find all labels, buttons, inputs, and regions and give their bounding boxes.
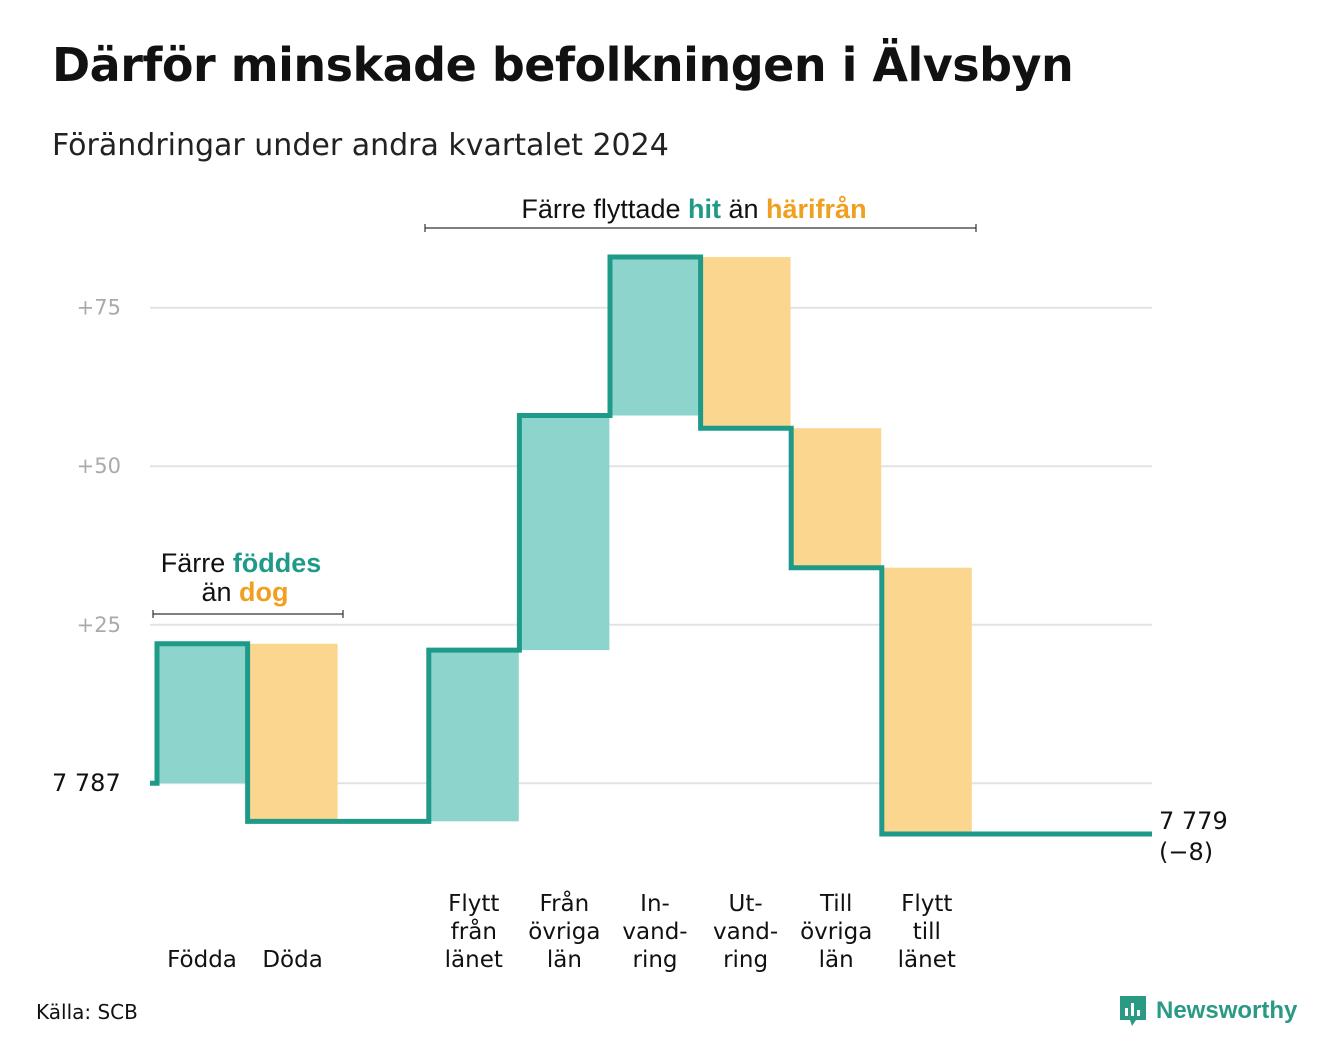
start-value-label: 7 787 [52, 769, 121, 797]
annotation-migration: Färre flyttade hit än härifrån [424, 194, 977, 232]
category-label: vand- [713, 919, 778, 945]
category-label: ring [632, 947, 677, 973]
category-label: ring [723, 947, 768, 973]
category-label: Flytt [901, 891, 952, 917]
annotation-migration-part3: än [721, 194, 766, 224]
category-label: Döda [262, 947, 322, 973]
category-label: från [451, 917, 497, 945]
y-tick-labels: +25 +50 +75 [77, 296, 121, 637]
y-tick-label: +25 [77, 613, 121, 637]
annotation-migration-part1: Färre flyttade [521, 194, 688, 224]
category-label: Till [819, 891, 853, 917]
annotation-bracket-births [152, 610, 344, 618]
source-note: Källa: SCB [36, 1000, 138, 1024]
increase-bar [428, 650, 519, 822]
category-label: vand- [622, 919, 687, 945]
category-label: län [547, 947, 582, 973]
svg-text:Färre föddes: Färre föddes [161, 548, 322, 578]
category-label: övriga [800, 919, 872, 945]
annotation-migration-part4: härifrån [766, 194, 867, 224]
annotation-bracket-migration [424, 224, 977, 232]
category-label: länet [898, 947, 956, 973]
decrease-bar [247, 643, 338, 822]
chart-subtitle: Förändringar under andra kvartalet 2024 [52, 128, 669, 163]
increase-bar [519, 415, 610, 651]
annotation-births-part2: föddes [233, 548, 322, 578]
category-label: till [913, 919, 941, 945]
end-value-label: 7 779 [1159, 807, 1228, 835]
category-label: länet [445, 947, 503, 973]
newsworthy-logo-icon [1120, 996, 1146, 1026]
category-label: Flytt [448, 891, 499, 917]
svg-text:än dog: än dog [201, 577, 288, 607]
chart-title: Därför minskade befolkningen i Älvsbyn [52, 38, 1074, 92]
svg-text:Färre flyttade hit än härifrån: Färre flyttade hit än härifrån [521, 194, 866, 224]
category-label: övriga [528, 919, 600, 945]
decrease-bar [881, 567, 972, 834]
decrease-bar [700, 257, 791, 429]
annotation-deaths-part1: än [201, 577, 239, 607]
annotation-births-deaths: Färre föddes än dog [152, 548, 344, 618]
increase-bar [610, 257, 700, 416]
brand-logo[interactable]: Newsworthy [1118, 994, 1297, 1028]
cumulative-line [150, 254, 1152, 837]
category-label: län [819, 947, 854, 973]
bars [157, 257, 972, 834]
category-label: Från [540, 889, 590, 917]
category-label: In- [640, 891, 670, 917]
y-tick-label: +50 [77, 454, 121, 478]
end-change-label: (−8) [1159, 838, 1213, 866]
category-labels: Födda DödaFlyttfrånlänetFrånövrigalänIn-v… [167, 889, 956, 973]
y-tick-label: +75 [77, 296, 121, 320]
brand-name: Newsworthy [1156, 997, 1298, 1024]
decrease-bar [791, 428, 882, 568]
category-label: Födda [167, 947, 237, 973]
annotation-migration-part2: hit [688, 194, 721, 224]
annotation-deaths-part2: dog [239, 577, 288, 607]
category-label: Ut- [729, 891, 763, 917]
annotation-births-part1: Färre [161, 548, 233, 578]
increase-bar [157, 643, 247, 784]
